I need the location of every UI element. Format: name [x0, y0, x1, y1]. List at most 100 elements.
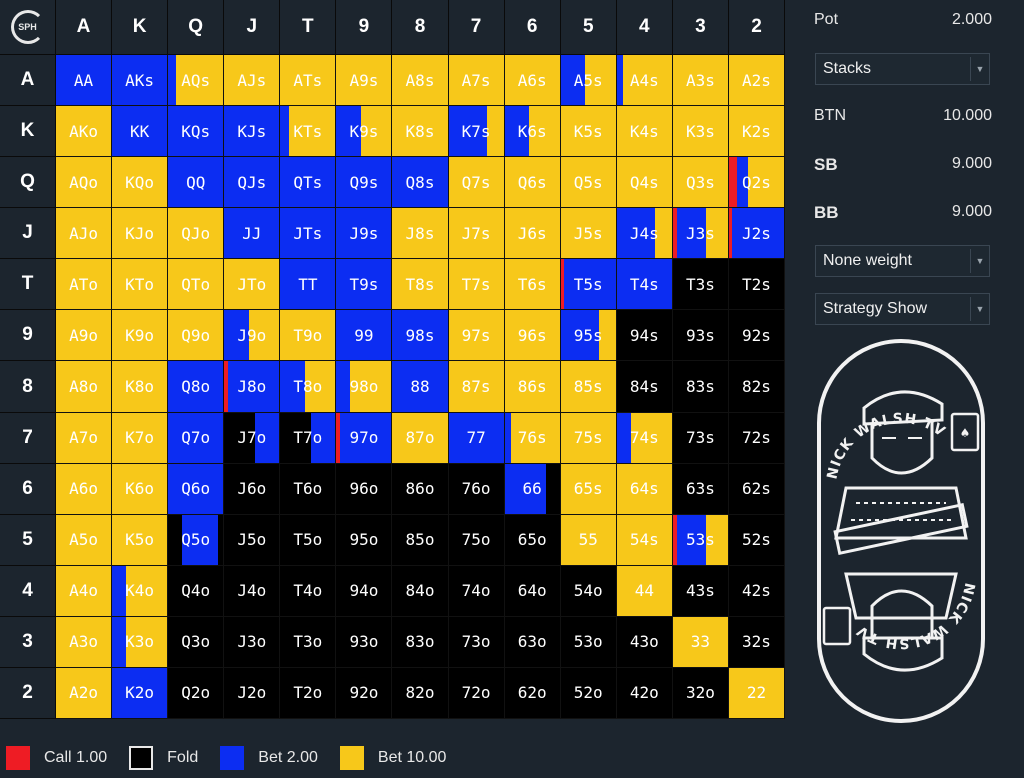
- hand-cell-J2o[interactable]: J2o: [224, 667, 281, 720]
- hand-cell-Q8s[interactable]: Q8s: [392, 157, 449, 209]
- hand-cell-K8s[interactable]: K8s: [392, 106, 449, 158]
- hand-cell-Q2s[interactable]: Q2s: [728, 157, 786, 209]
- hand-cell-42o[interactable]: 42o: [616, 667, 673, 720]
- hand-cell-J4o[interactable]: J4o: [224, 565, 281, 617]
- hand-cell-Q3s[interactable]: Q3s: [672, 157, 729, 209]
- hand-cell-T2s[interactable]: T2s: [728, 259, 786, 311]
- hand-cell-T9o[interactable]: T9o: [280, 310, 337, 362]
- hand-cell-86s[interactable]: 86s: [504, 361, 561, 413]
- hand-cell-J2s[interactable]: J2s: [728, 208, 786, 260]
- hand-cell-98s[interactable]: 98s: [392, 310, 449, 362]
- hand-cell-T8o[interactable]: T8o: [280, 361, 337, 413]
- hand-cell-T6s[interactable]: T6s: [504, 259, 561, 311]
- hand-cell-92s[interactable]: 92s: [728, 310, 786, 362]
- hand-cell-K4o[interactable]: K4o: [112, 565, 169, 617]
- hand-cell-K7o[interactable]: K7o: [112, 412, 169, 464]
- hand-cell-75s[interactable]: 75s: [560, 412, 617, 464]
- hand-cell-QTo[interactable]: QTo: [168, 259, 225, 311]
- hand-cell-96s[interactable]: 96s: [504, 310, 561, 362]
- hand-cell-Q6s[interactable]: Q6s: [504, 157, 561, 209]
- strategy-select[interactable]: Strategy Show ▼: [815, 293, 990, 325]
- hand-cell-72s[interactable]: 72s: [728, 412, 786, 464]
- hand-cell-AJs[interactable]: AJs: [224, 55, 281, 107]
- hand-cell-87s[interactable]: 87s: [448, 361, 505, 413]
- hand-cell-QTs[interactable]: QTs: [280, 157, 337, 209]
- hand-cell-A6s[interactable]: A6s: [504, 55, 561, 107]
- hand-cell-K6s[interactable]: K6s: [504, 106, 561, 158]
- hand-cell-85o[interactable]: 85o: [392, 514, 449, 566]
- hand-cell-K7s[interactable]: K7s: [448, 106, 505, 158]
- hand-cell-T6o[interactable]: T6o: [280, 463, 337, 515]
- hand-cell-T2o[interactable]: T2o: [280, 667, 337, 720]
- hand-cell-T3s[interactable]: T3s: [672, 259, 729, 311]
- weight-select[interactable]: None weight ▼: [815, 245, 990, 277]
- hand-cell-T7o[interactable]: T7o: [280, 412, 337, 464]
- hand-cell-T7s[interactable]: T7s: [448, 259, 505, 311]
- hand-cell-J3o[interactable]: J3o: [224, 616, 281, 668]
- hand-cell-85s[interactable]: 85s: [560, 361, 617, 413]
- hand-cell-Q3o[interactable]: Q3o: [168, 616, 225, 668]
- hand-cell-A4s[interactable]: A4s: [616, 55, 673, 107]
- hand-cell-Q4o[interactable]: Q4o: [168, 565, 225, 617]
- hand-cell-52o[interactable]: 52o: [560, 667, 617, 720]
- hand-cell-J7s[interactable]: J7s: [448, 208, 505, 260]
- hand-cell-JTs[interactable]: JTs: [280, 208, 337, 260]
- hand-cell-JJ[interactable]: JJ: [224, 208, 281, 260]
- hand-cell-A9o[interactable]: A9o: [56, 310, 113, 362]
- hand-cell-T4s[interactable]: T4s: [616, 259, 673, 311]
- hand-cell-J8o[interactable]: J8o: [224, 361, 281, 413]
- hand-cell-A5o[interactable]: A5o: [56, 514, 113, 566]
- hand-cell-Q8o[interactable]: Q8o: [168, 361, 225, 413]
- hand-cell-T3o[interactable]: T3o: [280, 616, 337, 668]
- hand-cell-JTo[interactable]: JTo: [224, 259, 281, 311]
- hand-cell-83s[interactable]: 83s: [672, 361, 729, 413]
- hand-cell-97o[interactable]: 97o: [336, 412, 393, 464]
- hand-cell-64o[interactable]: 64o: [504, 565, 561, 617]
- hand-cell-K4s[interactable]: K4s: [616, 106, 673, 158]
- hand-cell-KK[interactable]: KK: [112, 106, 169, 158]
- hand-cell-32s[interactable]: 32s: [728, 616, 786, 668]
- hand-cell-54s[interactable]: 54s: [616, 514, 673, 566]
- hand-cell-QJo[interactable]: QJo: [168, 208, 225, 260]
- hand-cell-Q2o[interactable]: Q2o: [168, 667, 225, 720]
- hand-cell-95o[interactable]: 95o: [336, 514, 393, 566]
- hand-cell-KJo[interactable]: KJo: [112, 208, 169, 260]
- hand-cell-KQs[interactable]: KQs: [168, 106, 225, 158]
- hand-cell-J6o[interactable]: J6o: [224, 463, 281, 515]
- hand-cell-83o[interactable]: 83o: [392, 616, 449, 668]
- hand-cell-KQo[interactable]: KQo: [112, 157, 169, 209]
- hand-cell-33[interactable]: 33: [672, 616, 729, 668]
- hand-cell-J3s[interactable]: J3s: [672, 208, 729, 260]
- hand-cell-42s[interactable]: 42s: [728, 565, 786, 617]
- hand-cell-66[interactable]: 66: [504, 463, 561, 515]
- hand-cell-ATo[interactable]: ATo: [56, 259, 113, 311]
- hand-cell-62o[interactable]: 62o: [504, 667, 561, 720]
- hand-cell-K5o[interactable]: K5o: [112, 514, 169, 566]
- hand-cell-98o[interactable]: 98o: [336, 361, 393, 413]
- hand-cell-J9s[interactable]: J9s: [336, 208, 393, 260]
- hand-cell-88[interactable]: 88: [392, 361, 449, 413]
- hand-cell-74s[interactable]: 74s: [616, 412, 673, 464]
- hand-cell-K5s[interactable]: K5s: [560, 106, 617, 158]
- hand-cell-T8s[interactable]: T8s: [392, 259, 449, 311]
- hand-cell-72o[interactable]: 72o: [448, 667, 505, 720]
- hand-cell-95s[interactable]: 95s: [560, 310, 617, 362]
- hand-cell-65s[interactable]: 65s: [560, 463, 617, 515]
- hand-cell-TT[interactable]: TT: [280, 259, 337, 311]
- hand-cell-22[interactable]: 22: [728, 667, 786, 720]
- hand-cell-43o[interactable]: 43o: [616, 616, 673, 668]
- hand-cell-J6s[interactable]: J6s: [504, 208, 561, 260]
- hand-cell-AQo[interactable]: AQo: [56, 157, 113, 209]
- hand-cell-A8s[interactable]: A8s: [392, 55, 449, 107]
- hand-cell-K9o[interactable]: K9o: [112, 310, 169, 362]
- hand-cell-K3s[interactable]: K3s: [672, 106, 729, 158]
- hand-cell-76s[interactable]: 76s: [504, 412, 561, 464]
- hand-cell-A7o[interactable]: A7o: [56, 412, 113, 464]
- hand-cell-75o[interactable]: 75o: [448, 514, 505, 566]
- hand-cell-43s[interactable]: 43s: [672, 565, 729, 617]
- hand-cell-Q9o[interactable]: Q9o: [168, 310, 225, 362]
- hand-cell-QQ[interactable]: QQ: [168, 157, 225, 209]
- hand-cell-Q7o[interactable]: Q7o: [168, 412, 225, 464]
- hand-cell-96o[interactable]: 96o: [336, 463, 393, 515]
- hand-cell-97s[interactable]: 97s: [448, 310, 505, 362]
